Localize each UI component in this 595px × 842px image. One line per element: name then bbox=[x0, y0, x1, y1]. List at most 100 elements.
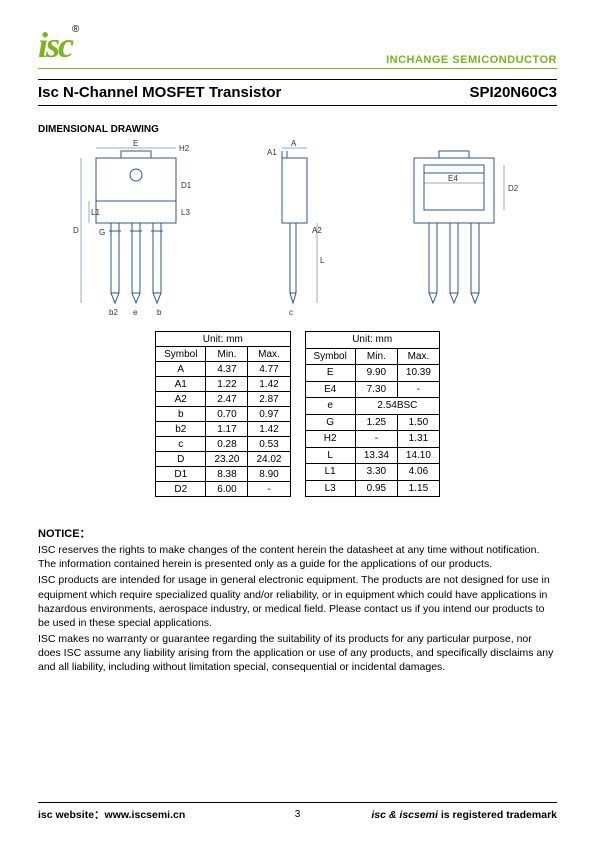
logo-reg: ® bbox=[72, 24, 79, 35]
page-footer: isc website：www.iscsemi.cn 3 isc & iscse… bbox=[38, 802, 557, 822]
dim-H2: H2 bbox=[179, 144, 190, 153]
unit-header: Unit: mm bbox=[305, 332, 439, 349]
dim-A: A bbox=[291, 139, 297, 148]
dim-b2: b2 bbox=[109, 308, 118, 317]
cell: 24.02 bbox=[248, 452, 290, 467]
cell: 10.39 bbox=[397, 365, 439, 382]
footer-trademark: is registered trademark bbox=[438, 809, 557, 821]
part-number: SPI20N60C3 bbox=[469, 84, 557, 101]
dim-L1: L1 bbox=[91, 208, 100, 217]
cell: 1.50 bbox=[397, 414, 439, 431]
dim-e: e bbox=[133, 308, 138, 317]
cell: - bbox=[355, 431, 397, 448]
cell: 4.37 bbox=[206, 362, 248, 377]
footer-left-label: isc website： bbox=[38, 809, 105, 821]
cell: 1.42 bbox=[248, 377, 290, 392]
cell: L bbox=[305, 447, 355, 464]
cell: 8.38 bbox=[206, 467, 248, 482]
cell: 1.42 bbox=[248, 422, 290, 437]
table-row: E9.9010.39 bbox=[305, 365, 439, 382]
cell: L1 bbox=[305, 464, 355, 481]
dim-L3: L3 bbox=[181, 208, 190, 217]
section-heading: DIMENSIONAL DRAWING bbox=[38, 124, 557, 135]
footer-url: www.iscsemi.cn bbox=[105, 809, 186, 821]
cell: - bbox=[397, 381, 439, 398]
dim-D2: D2 bbox=[508, 184, 519, 193]
cell: 0.70 bbox=[206, 407, 248, 422]
cell: A1 bbox=[156, 377, 206, 392]
dim-E: E bbox=[133, 139, 138, 148]
table-row: A4.374.77 bbox=[156, 362, 290, 377]
title-left: Isc N-Channel MOSFET Transistor bbox=[38, 84, 281, 101]
footer-left: isc website：www.iscsemi.cn bbox=[38, 807, 185, 822]
cell: 0.95 bbox=[355, 480, 397, 497]
cell: c bbox=[156, 437, 206, 452]
table-row: D23.2024.02 bbox=[156, 452, 290, 467]
col-header: Symbol bbox=[305, 348, 355, 365]
front-view-diagram: E H2 D D1 L3 L1 G b2 e b bbox=[61, 143, 211, 323]
cell: 1.22 bbox=[206, 377, 248, 392]
notice-p2: ISC products are intended for usage in g… bbox=[38, 573, 557, 630]
table-row: c0.280.53 bbox=[156, 437, 290, 452]
cell: b bbox=[156, 407, 206, 422]
cell: G bbox=[305, 414, 355, 431]
dim-L: L bbox=[320, 256, 325, 265]
dim-D1: D1 bbox=[181, 181, 192, 190]
cell: 13.34 bbox=[355, 447, 397, 464]
cell: - bbox=[248, 482, 290, 497]
cell: E4 bbox=[305, 381, 355, 398]
col-header: Symbol bbox=[156, 347, 206, 362]
cell: H2 bbox=[305, 431, 355, 448]
cell: E bbox=[305, 365, 355, 382]
page-number: 3 bbox=[295, 809, 301, 820]
cell: 0.28 bbox=[206, 437, 248, 452]
table-row: L13.304.06 bbox=[305, 464, 439, 481]
table-row: e2.54BSC bbox=[305, 398, 439, 415]
cell: 7.30 bbox=[355, 381, 397, 398]
col-header: Max. bbox=[397, 348, 439, 365]
col-header: Max. bbox=[248, 347, 290, 362]
table-row: L30.951.15 bbox=[305, 480, 439, 497]
cell: D2 bbox=[156, 482, 206, 497]
col-header: Min. bbox=[206, 347, 248, 362]
cell: 23.20 bbox=[206, 452, 248, 467]
cell: 2.87 bbox=[248, 392, 290, 407]
cell: 2.47 bbox=[206, 392, 248, 407]
table-row: D18.388.90 bbox=[156, 467, 290, 482]
page-header: isc® INCHANGE SEMICONDUCTOR bbox=[38, 24, 557, 69]
notice-p3: ISC makes no warranty or guarantee regar… bbox=[38, 632, 557, 675]
cell: D bbox=[156, 452, 206, 467]
logo-text: isc bbox=[38, 25, 72, 65]
cell: 14.10 bbox=[397, 447, 439, 464]
dimension-tables: Unit: mmSymbolMin.Max.A4.374.77A11.221.4… bbox=[38, 331, 557, 497]
cell: 0.53 bbox=[248, 437, 290, 452]
cell: 6.00 bbox=[206, 482, 248, 497]
cell: 4.77 bbox=[248, 362, 290, 377]
cell: e bbox=[305, 398, 355, 415]
dim-E4: E4 bbox=[448, 174, 458, 183]
dimensions-table-1: Unit: mmSymbolMin.Max.A4.374.77A11.221.4… bbox=[155, 331, 290, 497]
title-bar: Isc N-Channel MOSFET Transistor SPI20N60… bbox=[38, 79, 557, 106]
cell: 9.90 bbox=[355, 365, 397, 382]
cell: 1.17 bbox=[206, 422, 248, 437]
table-row: L13.3414.10 bbox=[305, 447, 439, 464]
dim-A2: A2 bbox=[312, 226, 322, 235]
dimensional-drawing: E H2 D D1 L3 L1 G b2 e b A A1 L A2 c bbox=[38, 143, 557, 323]
cell: 1.31 bbox=[397, 431, 439, 448]
logo: isc® bbox=[38, 24, 79, 66]
table-row: E47.30- bbox=[305, 381, 439, 398]
dim-D: D bbox=[73, 226, 79, 235]
footer-right: isc & iscsemi is registered trademark bbox=[371, 809, 557, 821]
dim-G: G bbox=[99, 228, 105, 237]
dim-c: c bbox=[289, 308, 293, 317]
dimensions-table-2: Unit: mmSymbolMin.Max.E9.9010.39E47.30-e… bbox=[305, 331, 440, 497]
footer-brand: isc & iscsemi bbox=[371, 809, 438, 821]
cell: 3.30 bbox=[355, 464, 397, 481]
cell: A bbox=[156, 362, 206, 377]
notice-heading: NOTICE： bbox=[38, 525, 557, 541]
table-row: A11.221.42 bbox=[156, 377, 290, 392]
notice-p1: ISC reserves the rights to make changes … bbox=[38, 543, 557, 571]
table-row: G1.251.50 bbox=[305, 414, 439, 431]
company-name: INCHANGE SEMICONDUCTOR bbox=[386, 54, 557, 66]
cell: D1 bbox=[156, 467, 206, 482]
